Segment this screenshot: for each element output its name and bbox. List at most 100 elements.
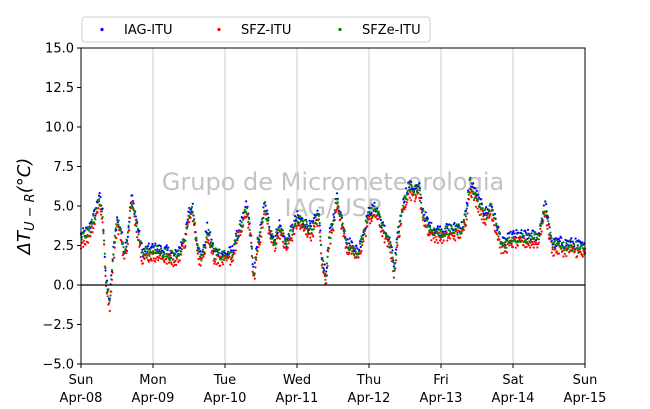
- y-tick-label: 7.5: [53, 160, 74, 175]
- data-point: [328, 231, 331, 234]
- data-point: [152, 246, 155, 249]
- data-point: [246, 215, 249, 218]
- data-point: [540, 217, 543, 220]
- data-point: [392, 269, 395, 273]
- data-point: [550, 240, 553, 243]
- data-point: [436, 241, 439, 244]
- data-point: [221, 261, 224, 264]
- data-point: [447, 229, 450, 232]
- x-tick-day: Sat: [502, 373, 523, 388]
- data-point: [271, 237, 274, 240]
- data-point: [125, 252, 128, 255]
- data-point: [330, 231, 333, 234]
- data-point: [97, 198, 101, 201]
- data-point: [150, 259, 153, 262]
- y-tick-label: 2.5: [53, 239, 74, 254]
- data-point: [98, 192, 101, 195]
- data-point: [418, 199, 421, 202]
- data-point: [414, 193, 417, 196]
- data-point: [453, 221, 456, 225]
- data-point: [470, 188, 473, 191]
- data-point: [153, 251, 156, 255]
- data-point: [135, 225, 138, 228]
- data-point: [547, 220, 550, 223]
- data-point: [431, 229, 434, 232]
- data-point: [544, 200, 547, 203]
- data-point: [430, 239, 433, 242]
- data-point: [412, 189, 415, 192]
- data-point: [252, 265, 255, 268]
- data-point: [268, 232, 271, 235]
- data-point: [415, 195, 418, 198]
- data-point: [348, 242, 351, 245]
- data-point: [316, 209, 319, 212]
- data-point: [260, 235, 263, 238]
- data-point: [547, 233, 551, 236]
- data-point: [422, 214, 425, 217]
- data-point: [164, 247, 167, 250]
- data-point: [322, 268, 326, 271]
- data-point: [368, 211, 371, 214]
- data-point: [278, 219, 281, 222]
- data-point: [128, 229, 131, 232]
- data-point: [461, 227, 464, 230]
- data-point: [405, 197, 408, 200]
- data-point: [268, 226, 271, 229]
- data-point: [274, 243, 277, 246]
- data-point: [527, 244, 530, 247]
- data-point: [299, 215, 302, 218]
- data-point: [360, 250, 363, 253]
- data-point: [281, 229, 284, 232]
- data-point: [369, 222, 372, 225]
- data-point: [95, 207, 98, 210]
- data-point: [402, 204, 405, 207]
- data-point: [291, 228, 295, 231]
- data-point: [286, 237, 289, 240]
- data-point: [516, 244, 520, 247]
- data-point: [148, 254, 151, 257]
- data-point: [301, 217, 304, 220]
- data-point: [457, 223, 460, 226]
- data-point: [102, 232, 105, 235]
- data-point: [449, 230, 452, 233]
- data-point: [491, 208, 494, 211]
- data-point: [290, 237, 293, 240]
- x-tick-day: Fri: [433, 373, 449, 388]
- data-point: [359, 245, 362, 249]
- data-point: [395, 253, 398, 256]
- data-point: [185, 233, 188, 236]
- data-point: [450, 225, 453, 228]
- data-point: [484, 223, 487, 226]
- data-point: [536, 246, 539, 249]
- data-point: [418, 186, 421, 189]
- data-point: [506, 242, 509, 246]
- data-point: [500, 252, 503, 255]
- data-point: [477, 205, 481, 208]
- data-point: [228, 255, 231, 258]
- data-point: [442, 232, 445, 236]
- data-point: [338, 211, 341, 214]
- data-point: [191, 202, 194, 205]
- data-point: [521, 236, 525, 239]
- data-point: [121, 242, 124, 245]
- data-point: [415, 186, 418, 189]
- data-point: [188, 207, 191, 210]
- data-point: [149, 248, 152, 251]
- data-point: [87, 229, 90, 232]
- data-point: [281, 240, 284, 243]
- watermark-line-2: IAG/USP: [284, 194, 381, 222]
- data-point: [352, 252, 355, 255]
- data-point: [510, 242, 513, 245]
- data-point: [81, 241, 84, 244]
- data-point: [195, 236, 198, 239]
- y-tick-label: −2.5: [42, 318, 74, 333]
- data-point: [343, 227, 346, 230]
- data-point: [103, 243, 106, 246]
- data-point: [489, 213, 492, 216]
- data-point: [465, 207, 468, 210]
- data-point: [82, 227, 85, 230]
- data-point: [332, 229, 335, 232]
- data-point: [96, 201, 99, 204]
- data-point: [92, 221, 96, 224]
- data-point: [262, 206, 265, 209]
